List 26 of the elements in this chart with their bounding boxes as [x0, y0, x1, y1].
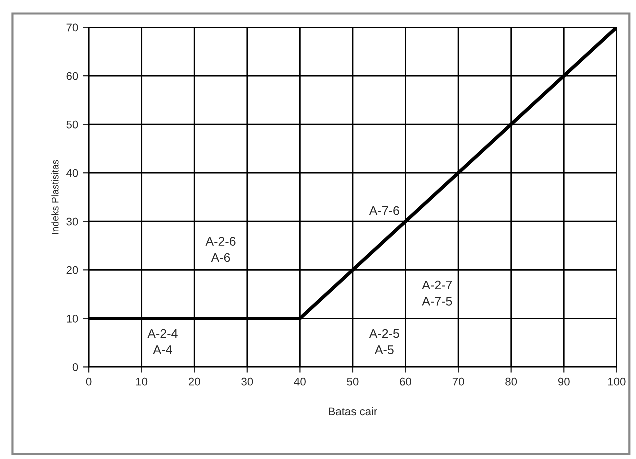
x-tick-label: 0 [86, 378, 92, 386]
annotation: A-2-4 A-4 [148, 329, 178, 354]
x-tick-label: 20 [188, 378, 200, 386]
annotation: A-2-6 A-6 [206, 237, 236, 262]
x-tick-label: 90 [558, 378, 570, 386]
x-tick-label: 10 [136, 378, 148, 386]
annotation: A-7-6 [369, 206, 400, 216]
x-tick-label: 50 [347, 378, 359, 386]
x-tick-label: 30 [242, 378, 254, 386]
x-tick-label: 70 [452, 378, 464, 386]
y-tick-label: 70 [66, 24, 78, 32]
y-tick-label: 20 [66, 266, 78, 274]
y-tick-label: 10 [67, 314, 78, 323]
y-tick-label: 50 [66, 120, 78, 129]
y-tick-label: 0 [72, 363, 78, 372]
x-axis-title: Batas cair [329, 407, 378, 416]
y-tick-label: 60 [66, 72, 78, 80]
x-tick-label: 100 [608, 378, 626, 386]
x-tick-label: 60 [400, 378, 412, 386]
annotation: A-2-7 A-7-5 [422, 280, 452, 306]
y-axis-title: Indeks Plastisitas [52, 160, 59, 234]
x-tick-label: 40 [294, 378, 306, 386]
annotation: A-2-5 A-5 [369, 329, 400, 354]
y-tick-label: 40 [66, 169, 78, 178]
y-tick-label: 30 [66, 218, 78, 226]
x-tick-label: 80 [506, 378, 518, 386]
